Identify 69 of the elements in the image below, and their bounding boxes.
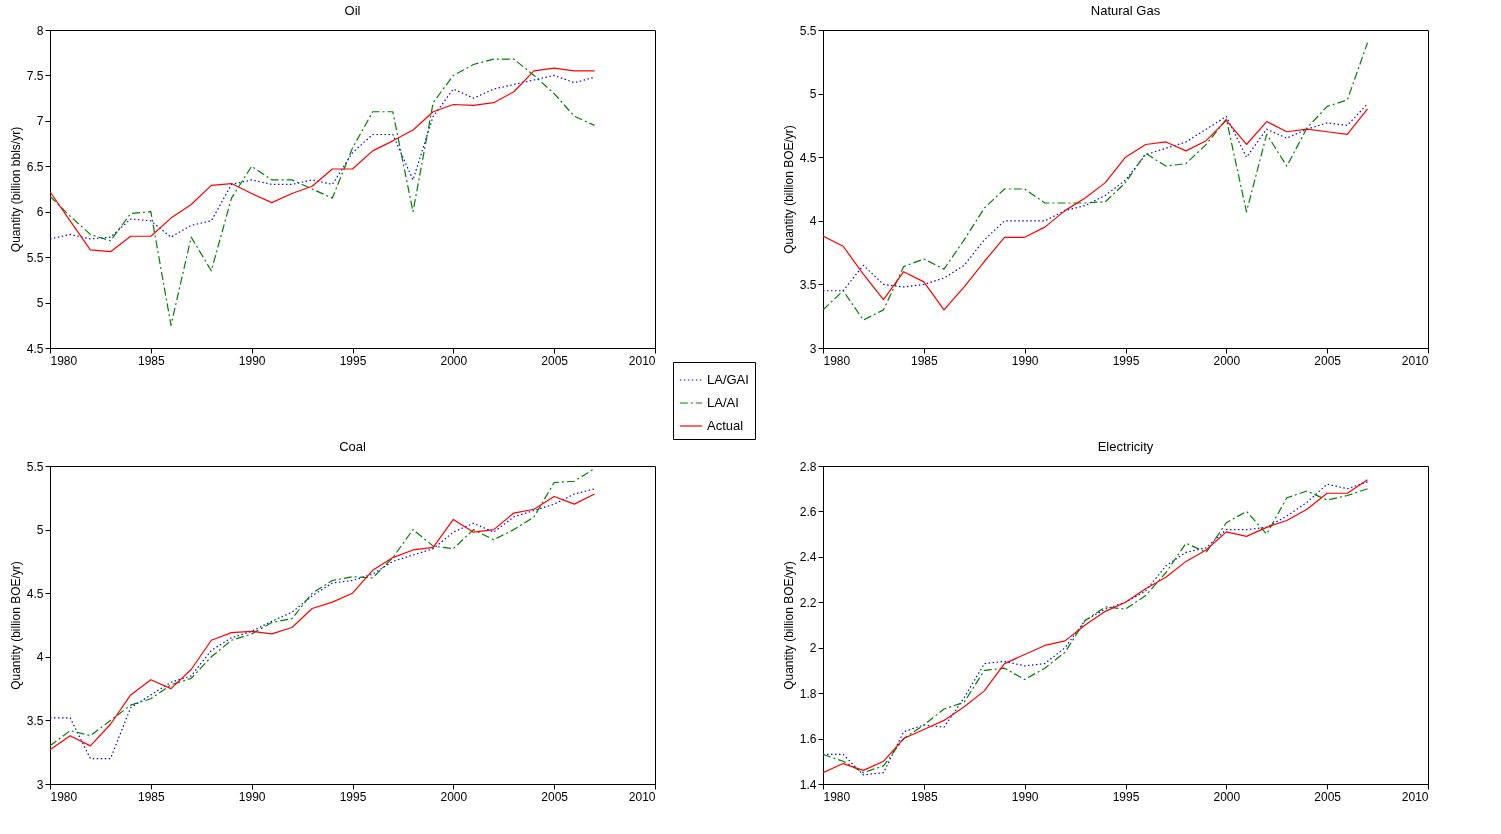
x-tick-label: 2000: [1213, 789, 1241, 804]
y-tick-label: 3.5: [26, 713, 44, 728]
x-tick-label: 1980: [823, 789, 851, 804]
y-tick-label: 8: [36, 23, 44, 38]
x-tick-label: 1985: [910, 789, 938, 804]
y-tick-label: 1.8: [799, 686, 817, 701]
y-tick-label: 3: [36, 777, 44, 792]
y-tick-label: 6: [36, 205, 44, 220]
y-tick-label: 3.5: [799, 277, 817, 292]
x-tick-label: 2010: [1401, 353, 1429, 368]
y-tick-label: 6.5: [26, 159, 44, 174]
y-tick-label: 5: [36, 296, 44, 311]
x-tick-label: 2010: [628, 789, 656, 804]
x-tick-label: 1995: [1112, 789, 1140, 804]
y-axis-title: Quantity (billion BOE/yr): [8, 561, 23, 690]
chart-title: Oil: [344, 3, 361, 18]
line-series: [823, 42, 1369, 321]
y-tick-label: 7: [36, 114, 44, 129]
y-tick-label: 5.5: [26, 250, 44, 265]
y-tick-label: 2: [809, 641, 817, 656]
chart-title: Coal: [339, 439, 366, 454]
x-tick-label: 1985: [137, 789, 165, 804]
x-tick-label: 2010: [628, 353, 656, 368]
y-tick-label: 1.6: [799, 732, 817, 747]
chart-title: Natural Gas: [1090, 3, 1161, 18]
x-tick-label: 2010: [1401, 789, 1429, 804]
x-tick-label: 1990: [1011, 789, 1039, 804]
legend-label: LA/AI: [707, 395, 739, 410]
y-tick-label: 7.5: [26, 68, 44, 83]
y-axis-title: Quantity (billion BOE/yr): [781, 125, 796, 254]
y-axis-title: Quantity (billion BOE/yr): [781, 561, 796, 690]
x-tick-label: 1980: [50, 789, 78, 804]
y-axis-title: Quantity (billion bbls/yr): [8, 126, 23, 253]
x-tick-label: 1980: [50, 353, 78, 368]
y-tick-label: 4.5: [26, 586, 44, 601]
x-tick-label: 2005: [541, 789, 569, 804]
x-tick-label: 1995: [339, 353, 367, 368]
x-tick-label: 2005: [1314, 353, 1342, 368]
x-tick-label: 1985: [137, 353, 165, 368]
x-tick-label: 1985: [910, 353, 938, 368]
y-tick-label: 2.8: [799, 459, 817, 474]
y-tick-label: 5: [809, 87, 817, 102]
y-tick-label: 2.2: [799, 595, 817, 610]
x-tick-label: 1990: [238, 789, 266, 804]
y-tick-label: 5.5: [26, 459, 44, 474]
x-tick-label: 2000: [1213, 353, 1241, 368]
x-tick-label: 1990: [1011, 353, 1039, 368]
x-tick-label: 1995: [1112, 353, 1140, 368]
x-tick-label: 1990: [238, 353, 266, 368]
y-tick-label: 2.6: [799, 504, 817, 519]
chart-title: Electricity: [1097, 439, 1154, 454]
y-tick-label: 4.5: [799, 150, 817, 165]
y-tick-label: 4: [809, 214, 817, 229]
y-tick-label: 3: [809, 341, 817, 356]
legend-label: Actual: [707, 418, 744, 433]
x-tick-label: 1995: [339, 789, 367, 804]
y-tick-label: 4: [36, 650, 44, 665]
y-tick-label: 5: [36, 523, 44, 538]
x-tick-label: 2000: [440, 789, 468, 804]
x-tick-label: 2005: [1314, 789, 1342, 804]
x-tick-label: 1980: [823, 353, 851, 368]
x-tick-label: 2005: [541, 353, 569, 368]
line-series: [50, 58, 596, 326]
y-tick-label: 5.5: [799, 23, 817, 38]
legend-label: LA/GAI: [707, 372, 749, 387]
y-tick-label: 4.5: [26, 341, 44, 356]
y-tick-label: 1.4: [799, 777, 817, 792]
y-tick-label: 2.4: [799, 550, 817, 565]
x-tick-label: 2000: [440, 353, 468, 368]
